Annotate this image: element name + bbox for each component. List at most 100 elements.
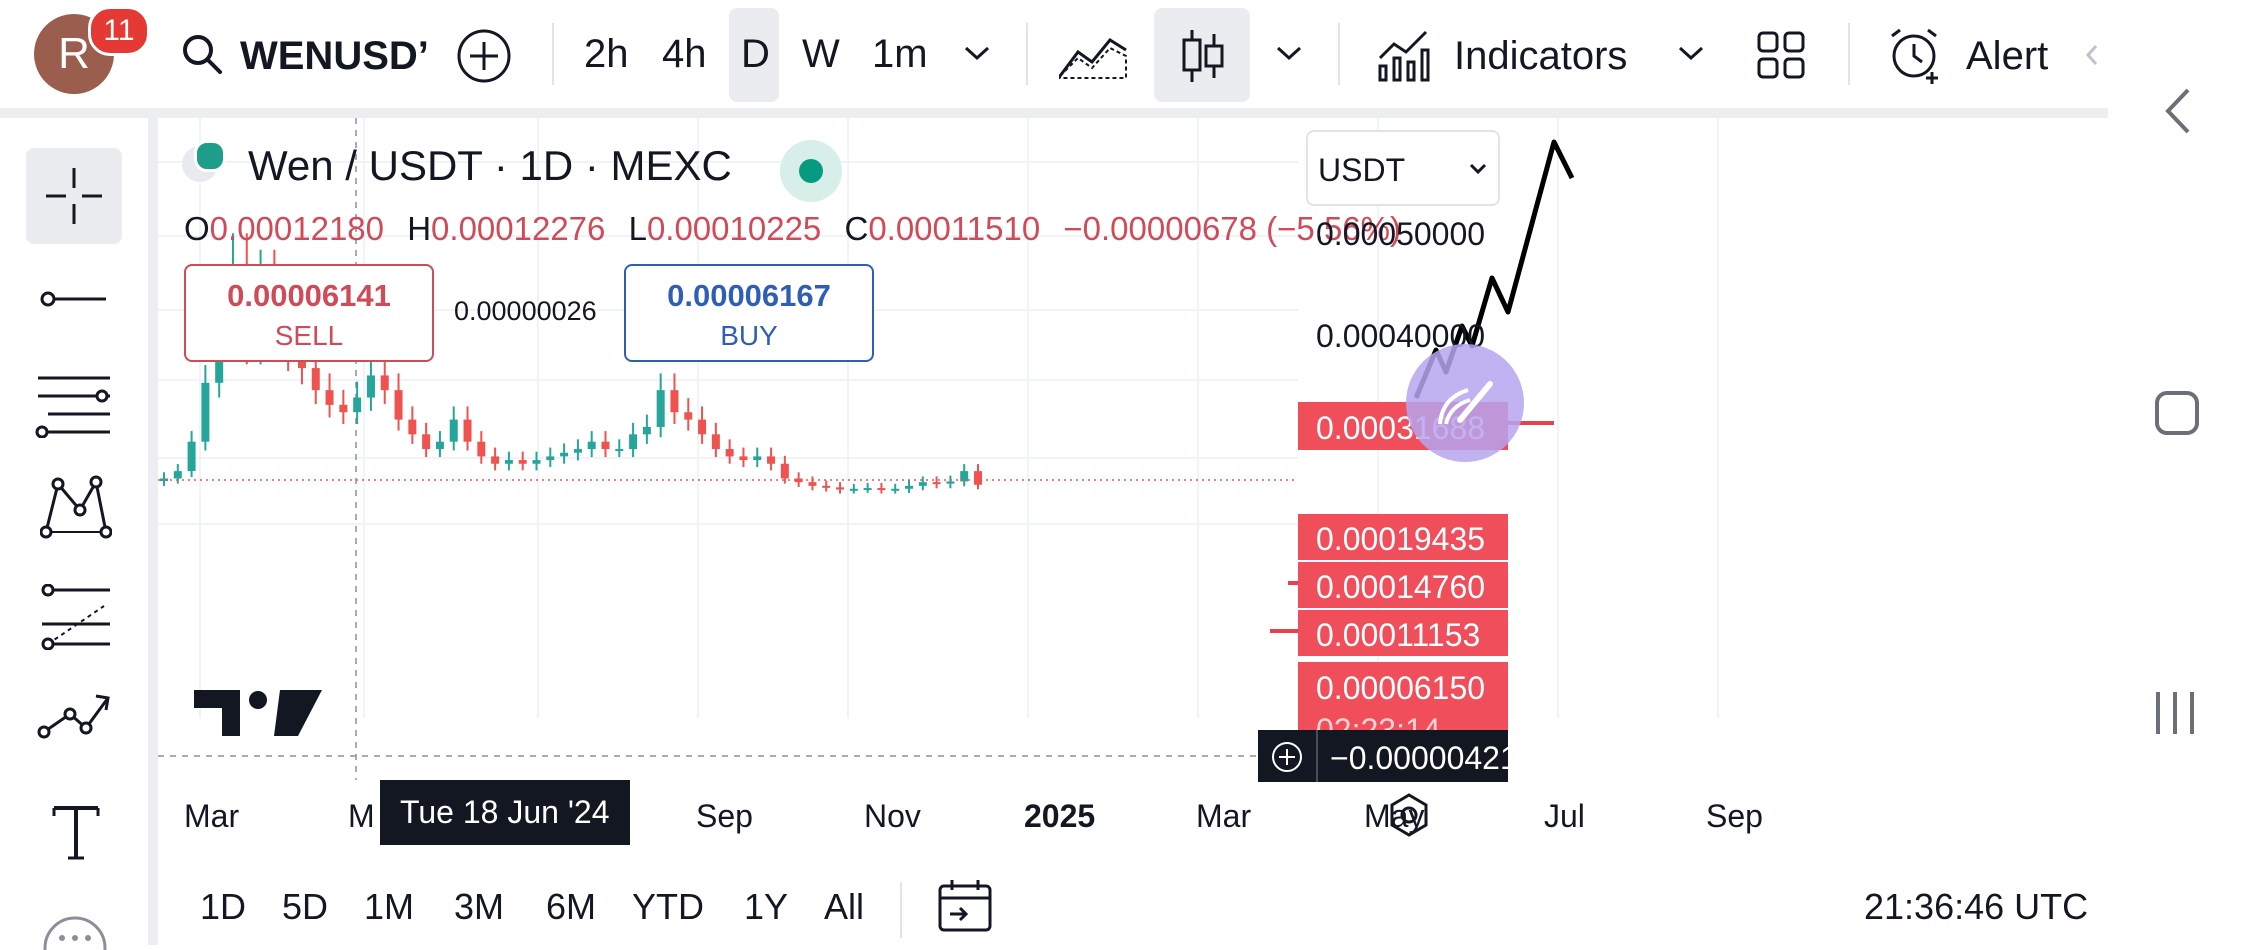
drawing-fab[interactable] [1406,344,1524,462]
open-label: O [184,210,210,247]
add-plus-icon[interactable] [1270,740,1304,774]
home-icon[interactable] [2154,390,2200,436]
alert-button[interactable]: Alert [1886,22,2086,88]
candle-body [201,382,210,442]
chart-pane[interactable]: Wen / USDT · 1D · MEXC O0.00012180 H0.00… [158,118,2108,845]
buy-label: BUY [720,320,778,351]
candle-body [504,460,513,464]
interval-d[interactable]: D [729,8,779,102]
fib-retracement-icon[interactable] [34,372,114,438]
candle-body [656,390,665,427]
candle-body [560,452,569,457]
candle-body [711,434,720,450]
text-tool-icon[interactable] [48,802,104,862]
high-label: H [407,210,432,247]
level-tag-3[interactable]: 0.00014760 [1298,562,1508,608]
interval-w[interactable]: W [802,32,840,76]
candle-body [974,471,982,485]
candle-body [739,456,748,461]
level-tag-value: 0.00019435 [1316,521,1486,557]
current-price-value: 0.00006150 [1316,670,1486,706]
candle-body [670,390,679,413]
range-3m[interactable]: 3M [454,886,505,927]
currency-select[interactable]: USDT [1306,130,1500,206]
low-label: L [628,210,647,247]
alarm-clock-icon [1891,28,1938,84]
sell-button[interactable]: 0.00006141 SELL [184,264,434,362]
candle-body [615,449,624,452]
crosshair-tool[interactable] [26,148,122,244]
candle-body [891,488,900,491]
buy-button[interactable]: 0.00006167 BUY [624,264,874,362]
area-chart-icon[interactable] [1058,28,1128,80]
top-toolbar: R 11 WENUSD’ 2h 4h D W 1m Indicators Ale… [0,0,2108,108]
countdown-value: 02:23:14 [1316,712,1441,734]
level-tag-2[interactable]: 0.00019435 [1298,514,1508,560]
chart-title[interactable]: Wen / USDT · 1D · MEXC [248,142,732,189]
price-tick: 0.00050000 [1316,216,1486,252]
divider [1848,23,1850,85]
candles-style-button[interactable] [1154,8,1250,102]
utc-clock[interactable]: 21:36:46 UTC [1864,886,2089,927]
candle-body [546,456,555,461]
candle-body [877,488,886,491]
candle-body [477,441,486,457]
buy-price: 0.00006167 [667,278,831,313]
chevron-left-icon[interactable] [2082,42,2102,68]
time-label: Sep [696,798,753,834]
candle-body [422,434,431,450]
tradingview-logo [194,690,322,736]
change-value: −0.00000678 (−5.56%) [1063,210,1401,247]
alert-label: Alert [1966,34,2049,78]
price-chart[interactable] [158,118,2108,845]
candlestick-icon [1182,30,1224,82]
candle-body [449,419,458,442]
market-status-dot[interactable] [780,140,842,202]
interval-2h[interactable]: 2h [584,32,629,76]
indicators-button[interactable]: Indicators [1376,24,1696,86]
go-to-date-icon[interactable] [936,878,994,934]
time-label: M [348,798,375,834]
projection-tool-icon[interactable] [36,688,116,744]
layout-grid-icon[interactable] [1756,30,1806,80]
range-1y[interactable]: 1Y [744,886,789,927]
pattern-tool-icon[interactable] [40,474,112,540]
divider [1338,23,1340,85]
candle-body [642,426,651,435]
range-1m[interactable]: 1M [364,886,415,927]
candle-body [601,441,610,450]
forecast-tool-icon[interactable] [38,584,114,650]
interval-4h[interactable]: 4h [662,32,707,76]
candle-body [187,441,196,472]
interval-1m[interactable]: 1m [872,32,928,76]
candle-body [587,441,596,450]
drawing-toolbar [0,118,158,950]
trend-line-icon[interactable] [40,284,110,314]
notification-count: 11 [103,14,135,47]
range-1d[interactable]: 1D [200,886,247,927]
divider [900,882,902,938]
current-price-tag: 0.00006150 02:23:14 [1298,662,1508,734]
chevron-down-icon[interactable] [1274,44,1304,64]
crosshair-date-tag: Tue 18 Jun '24 [380,780,630,845]
interval-d-label: D [741,32,770,76]
symbol-search[interactable]: WENUSD’ [180,28,429,80]
range-ytd[interactable]: YTD [632,886,704,927]
chevron-down-icon[interactable] [962,44,992,64]
level-tag-4[interactable]: 0.00011153 [1298,610,1508,656]
candle-body [960,471,969,482]
more-tools-icon[interactable] [42,910,108,950]
range-5d[interactable]: 5D [282,886,329,927]
level-tag-value: 0.00014760 [1316,569,1486,605]
chart-settings-icon[interactable] [1386,792,1432,838]
low-value: 0.00010225 [646,210,822,247]
candle-body [353,397,362,413]
candle-body [518,460,527,464]
back-icon[interactable] [2162,86,2192,136]
add-symbol-icon[interactable] [456,28,512,84]
range-6m[interactable]: 6M [546,886,597,927]
range-all[interactable]: All [824,886,865,927]
recents-icon[interactable] [2152,690,2198,736]
chevron-down-icon[interactable] [1676,44,1706,64]
bottom-toolbar: 1D 5D 1M 3M 6M YTD 1Y All 21:36:46 UTC [158,860,2108,945]
